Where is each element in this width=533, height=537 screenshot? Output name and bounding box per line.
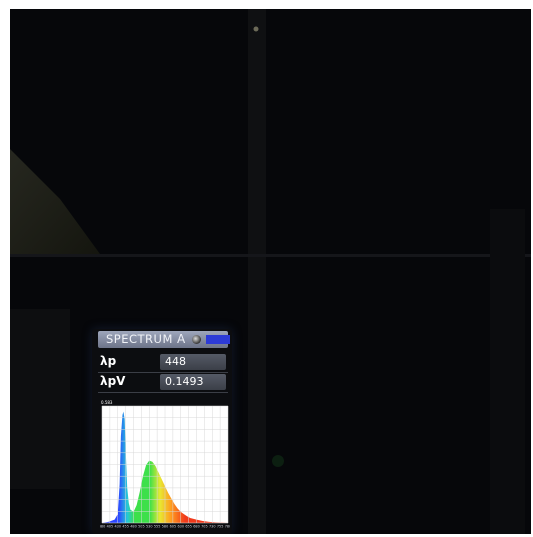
x-tick-label: 455 bbox=[122, 525, 128, 529]
x-tick-label: 780 bbox=[225, 525, 230, 529]
x-tick-label: 705 bbox=[201, 525, 207, 529]
reading-row-peak: λp 448 bbox=[98, 354, 228, 373]
x-tick-label: 655 bbox=[185, 525, 191, 529]
left-wall-light bbox=[10, 149, 100, 254]
center-pillar bbox=[248, 9, 266, 534]
y-max-label: 0.583 bbox=[101, 400, 113, 405]
x-tick-label: 680 bbox=[193, 525, 199, 529]
x-tick-label: 380 bbox=[100, 525, 105, 529]
x-tick-label: 555 bbox=[154, 525, 160, 529]
row-divider bbox=[98, 392, 228, 393]
x-tick-label: 505 bbox=[138, 525, 144, 529]
x-tick-label: 730 bbox=[209, 525, 215, 529]
x-tick-label: 630 bbox=[178, 525, 184, 529]
reading-value: 0.1493 bbox=[160, 374, 226, 390]
x-tick-label: 405 bbox=[107, 525, 113, 529]
photo: SPECTRUM A λp 448 λpV 0.1493 0.583 38040… bbox=[10, 9, 531, 534]
scene-background bbox=[10, 9, 531, 534]
spectrometer-screen: SPECTRUM A λp 448 λpV 0.1493 0.583 38040… bbox=[92, 329, 232, 534]
green-reflection bbox=[272, 455, 284, 467]
reading-label: λp bbox=[100, 354, 117, 368]
x-tick-label: 480 bbox=[130, 525, 136, 529]
spectrum-chart: 0.583 3804054304554805055305555806056306… bbox=[100, 400, 230, 529]
horizon-edge bbox=[10, 254, 531, 257]
record-dot-icon[interactable] bbox=[192, 335, 201, 344]
dark-room bbox=[10, 9, 531, 534]
spectrum-title: SPECTRUM bbox=[106, 332, 173, 346]
reading-value: 448 bbox=[160, 354, 226, 370]
x-tick-label: 530 bbox=[146, 525, 152, 529]
right-panel bbox=[490, 209, 525, 534]
spectrum-header-bar: SPECTRUM A bbox=[98, 331, 230, 348]
mode-a-icon[interactable]: A bbox=[177, 332, 186, 346]
x-tick-label: 580 bbox=[162, 525, 168, 529]
reading-row-peak-value: λpV 0.1493 bbox=[98, 374, 228, 393]
reading-label: λpV bbox=[100, 374, 126, 388]
battery-icon bbox=[206, 335, 230, 344]
x-tick-label: 605 bbox=[170, 525, 176, 529]
x-tick-label: 430 bbox=[115, 525, 121, 529]
ceiling-light bbox=[253, 26, 259, 32]
x-tick-label: 755 bbox=[217, 525, 223, 529]
left-shelf bbox=[10, 309, 70, 489]
row-divider bbox=[98, 372, 228, 373]
